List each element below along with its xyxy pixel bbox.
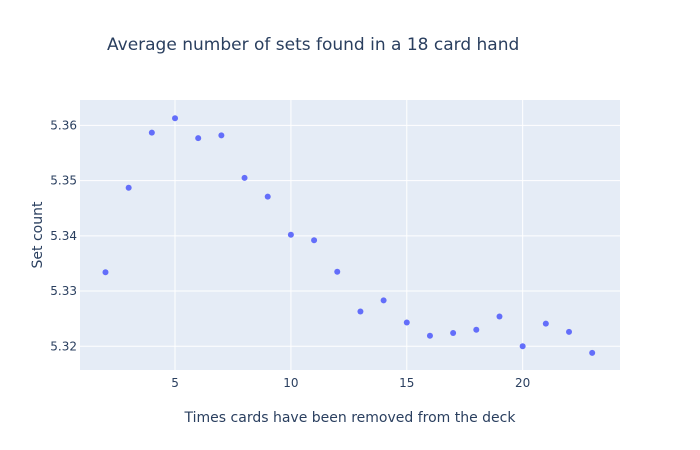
x-tick-label: 20: [515, 376, 530, 390]
data-point: [287, 231, 294, 238]
data-point: [426, 332, 433, 339]
data-point: [218, 132, 225, 139]
data-point: [496, 313, 503, 320]
plot-background: [80, 100, 620, 370]
x-axis-title: Times cards have been removed from the d…: [184, 410, 517, 426]
y-tick-label: 5.35: [50, 174, 77, 188]
y-tick-label: 5.34: [50, 229, 77, 243]
x-tick-label: 10: [283, 376, 298, 390]
x-tick-label: 15: [399, 376, 414, 390]
data-point: [589, 349, 596, 356]
data-point: [241, 174, 248, 181]
data-point: [334, 268, 341, 275]
data-point: [566, 328, 573, 335]
y-tick-label: 5.33: [50, 284, 77, 298]
data-point: [102, 269, 109, 276]
data-point: [473, 326, 480, 333]
data-point: [125, 184, 132, 191]
data-point: [403, 319, 410, 326]
data-point: [195, 135, 202, 142]
chart-title: Average number of sets found in a 18 car…: [107, 35, 519, 55]
data-point: [380, 297, 387, 304]
y-tick-label: 5.36: [50, 118, 77, 132]
data-point: [519, 343, 526, 350]
y-axis-title: Set count: [30, 201, 46, 268]
y-tick-label: 5.32: [50, 339, 77, 353]
data-point: [311, 237, 318, 244]
data-point: [264, 193, 271, 200]
data-point: [148, 129, 155, 136]
data-point: [172, 115, 179, 122]
data-point: [542, 320, 549, 327]
data-point: [357, 308, 364, 315]
plot-area: 5 10 15 20 5.32 5.33 5.34 5.35 5.36: [50, 100, 620, 390]
x-tick-label: 5: [171, 376, 179, 390]
data-point: [450, 330, 457, 337]
